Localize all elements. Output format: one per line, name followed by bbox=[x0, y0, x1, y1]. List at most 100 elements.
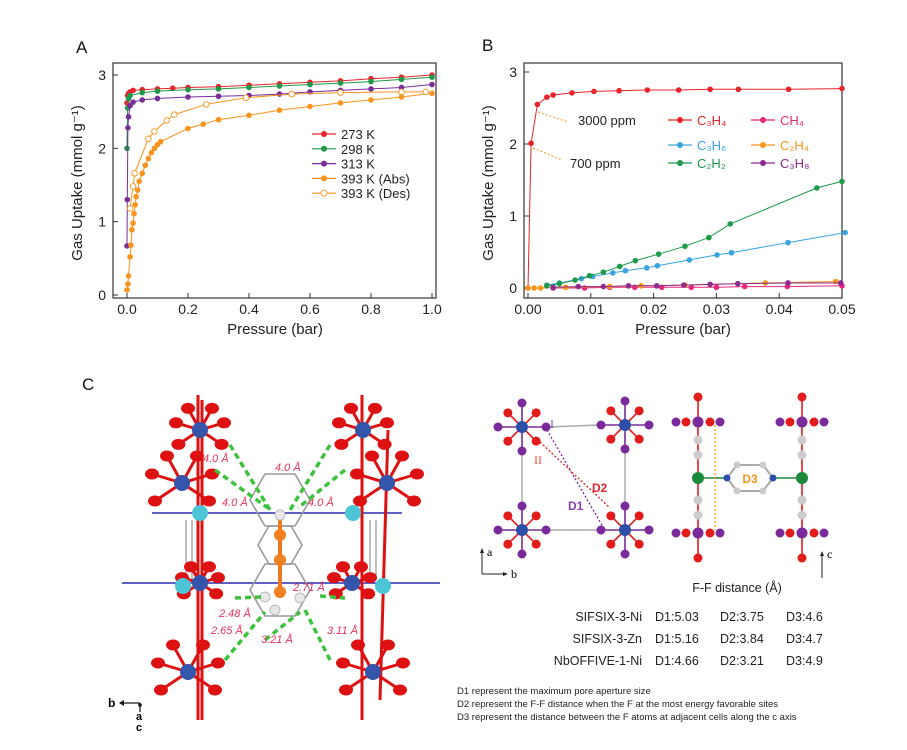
fluorine-atom bbox=[354, 561, 368, 573]
y-tick-label: 3 bbox=[509, 64, 517, 80]
y-axis-label: Gas Uptake (mmol g⁻¹) bbox=[480, 105, 497, 260]
fluorine-axial bbox=[517, 501, 527, 511]
axis-label-c: c bbox=[827, 547, 832, 561]
data-point bbox=[569, 90, 575, 96]
data-point bbox=[600, 283, 607, 290]
data-point bbox=[154, 88, 161, 94]
atom bbox=[797, 435, 807, 445]
data-point bbox=[139, 97, 146, 103]
data-point bbox=[139, 89, 146, 96]
panel-label-b: B bbox=[482, 36, 493, 55]
nitrogen-atom bbox=[723, 474, 731, 482]
legend-label: 393 K (Des) bbox=[341, 186, 410, 201]
carbon-atom bbox=[759, 487, 767, 495]
fluorine-atom bbox=[205, 402, 219, 414]
carbon-atom bbox=[274, 586, 286, 598]
table-title: F-F distance (Å) bbox=[692, 580, 782, 595]
fluorine-atom bbox=[809, 528, 819, 538]
legend-marker bbox=[677, 142, 683, 148]
metal-fluoride-cluster bbox=[169, 402, 231, 450]
data-point bbox=[129, 226, 135, 233]
distance-label: 4.0 Å bbox=[222, 496, 248, 509]
fluorine-atom bbox=[202, 495, 216, 507]
legend-label: C₂H₄ bbox=[780, 138, 809, 153]
data-point bbox=[680, 282, 687, 288]
data-point bbox=[556, 280, 563, 287]
x-tick-label: 0.6 bbox=[300, 301, 320, 317]
data-point bbox=[133, 193, 139, 200]
data-point bbox=[675, 87, 682, 93]
series-5 bbox=[550, 280, 844, 291]
data-point bbox=[125, 114, 132, 120]
data-point bbox=[842, 229, 848, 236]
fluorine-atom bbox=[381, 639, 395, 651]
data-point bbox=[145, 155, 152, 162]
fluorine-atom bbox=[796, 527, 808, 539]
sifsix-cluster bbox=[596, 396, 654, 454]
data-point bbox=[398, 84, 405, 91]
fluorine-atom bbox=[361, 588, 376, 600]
data-point bbox=[600, 269, 607, 275]
fluorine-axial bbox=[596, 420, 606, 430]
legend-item: C₃H₄ bbox=[668, 113, 726, 128]
fluorine-equatorial bbox=[503, 408, 513, 418]
d1-value: D1:5.16 bbox=[655, 632, 699, 646]
table-row: SIFSIX-3-Zn D1:5.16 D2:3.84 D3:4.7 bbox=[573, 632, 823, 646]
data-point bbox=[398, 94, 405, 100]
data-point bbox=[337, 89, 344, 96]
fluorine-atom bbox=[715, 417, 725, 427]
data-point bbox=[398, 76, 405, 83]
fluorine-atom bbox=[410, 468, 424, 480]
pyrazine-ring bbox=[249, 473, 311, 527]
metal-atom bbox=[619, 419, 631, 431]
d3-value: D3:4.6 bbox=[786, 610, 823, 624]
fluorine-atom bbox=[351, 639, 365, 651]
data-point bbox=[814, 185, 820, 191]
data-point bbox=[276, 91, 283, 97]
fluorine-equatorial bbox=[634, 511, 644, 521]
atom bbox=[797, 510, 807, 520]
d1-value: D1:4.66 bbox=[655, 654, 699, 668]
y-tick-label: 0 bbox=[509, 280, 517, 296]
data-point bbox=[728, 249, 735, 256]
data-point bbox=[785, 280, 791, 286]
metal-atom bbox=[192, 422, 208, 438]
data-point bbox=[276, 83, 283, 89]
data-point bbox=[686, 257, 693, 263]
data-point bbox=[126, 205, 134, 212]
fluorine-atom bbox=[775, 528, 785, 538]
chart-b: 0.00 0.01 0.02 0.03 0.04 0.05 0 1 2 3 3000 ppm 70… bbox=[480, 62, 856, 338]
fluorine-atom bbox=[217, 417, 231, 429]
data-point bbox=[839, 178, 845, 185]
data-point bbox=[337, 80, 344, 86]
metal-fluoride-cluster bbox=[145, 450, 219, 507]
legend: C₃H₄ CH₄ C₃H₆ C₂H₄ C₂H₂ C₃H₈ bbox=[668, 113, 809, 171]
fluorine-axial bbox=[541, 525, 551, 535]
hydrogen-atom bbox=[294, 592, 306, 604]
data-point bbox=[609, 270, 616, 276]
fluorine-axial bbox=[541, 422, 551, 432]
data-point bbox=[528, 140, 534, 147]
metal-fluoride-cluster bbox=[336, 639, 410, 696]
d2-value: D2:3.75 bbox=[720, 610, 764, 624]
data-point bbox=[616, 87, 622, 94]
fluorine-atom bbox=[196, 639, 210, 651]
pyrazine-ring bbox=[249, 563, 311, 617]
note-d2: D2 represent the F-F distance when the F… bbox=[457, 699, 778, 710]
fluorine-atom bbox=[692, 527, 704, 539]
d3-label: D3 bbox=[742, 472, 758, 486]
data-point bbox=[185, 94, 191, 100]
data-point bbox=[654, 262, 661, 269]
fluorine-atom bbox=[363, 572, 377, 584]
data-point bbox=[131, 210, 137, 217]
axis-label-c: c bbox=[136, 722, 142, 734]
legend-label: C₃H₈ bbox=[780, 156, 809, 171]
panel-label-a: A bbox=[76, 38, 88, 57]
legend-item: C₂H₄ bbox=[751, 138, 809, 153]
data-point bbox=[572, 277, 578, 283]
data-point bbox=[145, 135, 152, 143]
fluorine-equatorial bbox=[606, 511, 616, 521]
x-tick-label: 0.4 bbox=[239, 301, 259, 317]
data-point bbox=[134, 187, 141, 193]
